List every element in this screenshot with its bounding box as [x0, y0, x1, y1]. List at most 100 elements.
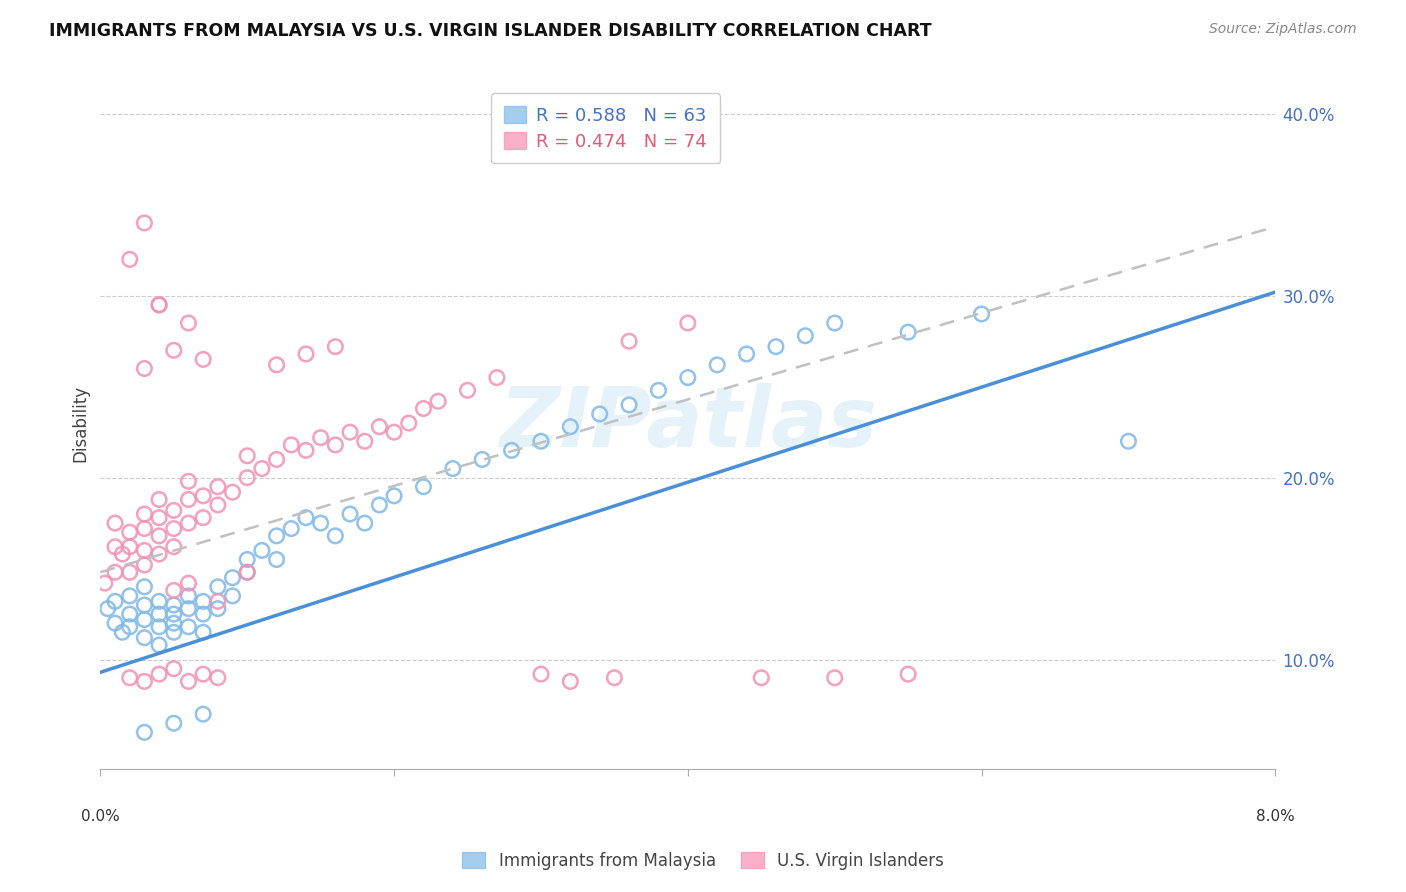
- Point: [104, 566, 127, 580]
- Point: [603, 671, 626, 685]
- Point: [398, 416, 420, 430]
- Point: [191, 489, 214, 503]
- Point: [177, 589, 200, 603]
- Point: [295, 347, 318, 361]
- Point: [676, 370, 699, 384]
- Point: [1118, 434, 1140, 449]
- Point: [207, 671, 229, 685]
- Legend: R = 0.588   N = 63, R = 0.474   N = 74: R = 0.588 N = 63, R = 0.474 N = 74: [491, 94, 720, 163]
- Point: [191, 707, 214, 722]
- Point: [501, 443, 523, 458]
- Point: [824, 671, 846, 685]
- Point: [266, 552, 288, 566]
- Point: [163, 598, 186, 612]
- Point: [118, 671, 141, 685]
- Point: [104, 540, 127, 554]
- Point: [441, 461, 464, 475]
- Text: Source: ZipAtlas.com: Source: ZipAtlas.com: [1209, 22, 1357, 37]
- Point: [163, 607, 186, 621]
- Point: [325, 438, 347, 452]
- Point: [134, 725, 156, 739]
- Point: [177, 576, 200, 591]
- Point: [897, 325, 920, 339]
- Point: [207, 480, 229, 494]
- Point: [236, 470, 259, 484]
- Point: [368, 419, 391, 434]
- Point: [163, 662, 186, 676]
- Point: [560, 674, 582, 689]
- Point: [134, 580, 156, 594]
- Point: [134, 507, 156, 521]
- Point: [794, 328, 817, 343]
- Point: [280, 522, 302, 536]
- Point: [134, 631, 156, 645]
- Point: [266, 529, 288, 543]
- Point: [148, 298, 170, 312]
- Point: [427, 394, 450, 409]
- Point: [266, 452, 288, 467]
- Point: [207, 601, 229, 615]
- Point: [250, 543, 273, 558]
- Point: [382, 425, 405, 439]
- Point: [134, 674, 156, 689]
- Point: [191, 667, 214, 681]
- Point: [589, 407, 612, 421]
- Point: [221, 589, 243, 603]
- Legend: Immigrants from Malaysia, U.S. Virgin Islanders: Immigrants from Malaysia, U.S. Virgin Is…: [456, 846, 950, 877]
- Point: [94, 576, 117, 591]
- Point: [148, 529, 170, 543]
- Point: [148, 594, 170, 608]
- Point: [111, 547, 134, 561]
- Point: [706, 358, 728, 372]
- Text: 0.0%: 0.0%: [82, 809, 120, 823]
- Point: [148, 620, 170, 634]
- Point: [339, 425, 361, 439]
- Point: [134, 558, 156, 572]
- Point: [236, 552, 259, 566]
- Point: [749, 671, 772, 685]
- Point: [148, 667, 170, 681]
- Point: [134, 522, 156, 536]
- Y-axis label: Disability: Disability: [72, 384, 89, 462]
- Point: [97, 601, 120, 615]
- Text: IMMIGRANTS FROM MALAYSIA VS U.S. VIRGIN ISLANDER DISABILITY CORRELATION CHART: IMMIGRANTS FROM MALAYSIA VS U.S. VIRGIN …: [49, 22, 932, 40]
- Point: [382, 489, 405, 503]
- Point: [134, 598, 156, 612]
- Point: [163, 583, 186, 598]
- Point: [111, 625, 134, 640]
- Point: [177, 492, 200, 507]
- Point: [339, 507, 361, 521]
- Point: [134, 613, 156, 627]
- Point: [617, 334, 640, 349]
- Point: [824, 316, 846, 330]
- Text: ZIPatlas: ZIPatlas: [499, 383, 877, 464]
- Point: [148, 547, 170, 561]
- Point: [617, 398, 640, 412]
- Point: [280, 438, 302, 452]
- Point: [163, 503, 186, 517]
- Point: [530, 434, 553, 449]
- Point: [325, 529, 347, 543]
- Point: [221, 485, 243, 500]
- Point: [134, 361, 156, 376]
- Point: [148, 298, 170, 312]
- Point: [295, 443, 318, 458]
- Point: [134, 216, 156, 230]
- Point: [485, 370, 508, 384]
- Point: [148, 607, 170, 621]
- Point: [191, 625, 214, 640]
- Point: [163, 625, 186, 640]
- Point: [647, 384, 669, 398]
- Point: [191, 594, 214, 608]
- Point: [104, 594, 127, 608]
- Point: [148, 638, 170, 652]
- Point: [412, 480, 434, 494]
- Point: [177, 601, 200, 615]
- Point: [104, 516, 127, 530]
- Point: [177, 316, 200, 330]
- Point: [191, 352, 214, 367]
- Point: [368, 498, 391, 512]
- Point: [412, 401, 434, 416]
- Point: [163, 343, 186, 358]
- Point: [207, 498, 229, 512]
